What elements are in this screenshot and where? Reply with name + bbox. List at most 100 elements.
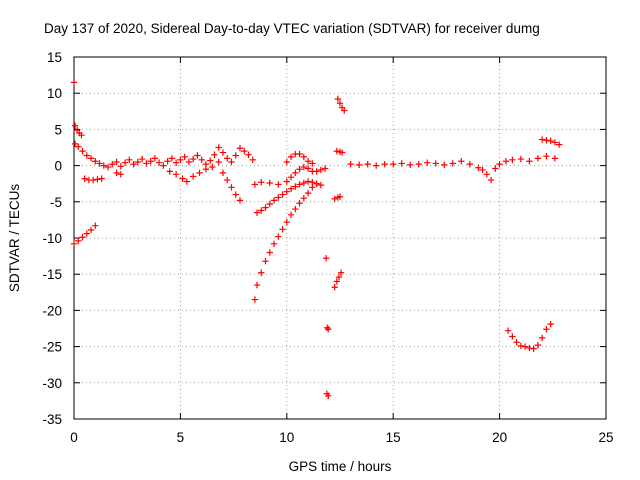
data-point <box>262 257 269 265</box>
x-tick-label: 0 <box>70 430 78 445</box>
data-point <box>253 281 261 289</box>
x-tick-label: 15 <box>386 430 401 445</box>
data-point <box>160 162 167 169</box>
data-point <box>300 163 308 171</box>
x-tick-labels: 0 5 10 15 20 25 <box>70 430 613 445</box>
data-point <box>270 197 278 204</box>
data-point <box>300 179 308 187</box>
data-point <box>337 269 345 276</box>
data-point <box>275 194 282 201</box>
data-point <box>555 141 563 148</box>
data-point <box>338 149 346 156</box>
data-point <box>331 195 338 203</box>
data-point <box>296 200 303 207</box>
data-point <box>98 175 105 182</box>
data-point <box>304 189 312 197</box>
data-point <box>309 179 316 186</box>
data-point <box>509 156 516 164</box>
data-point <box>279 226 286 233</box>
data-point <box>96 160 103 167</box>
data-point <box>364 160 371 168</box>
data-point <box>179 175 186 182</box>
series-start-low <box>70 222 99 247</box>
data-point <box>78 131 85 139</box>
y-tick-label: -15 <box>42 267 62 282</box>
data-point <box>181 153 188 161</box>
data-point <box>109 160 116 168</box>
data-point <box>138 155 146 163</box>
data-point <box>475 164 482 171</box>
data-point <box>502 158 510 165</box>
data-point <box>321 165 329 172</box>
data-point <box>249 156 256 164</box>
data-point <box>543 326 550 333</box>
data-point <box>79 234 86 241</box>
data-point <box>335 273 343 281</box>
data-point <box>466 160 474 168</box>
data-point <box>236 145 244 152</box>
data-point <box>296 181 303 188</box>
data-point <box>526 344 533 352</box>
data-point <box>71 140 79 148</box>
data-point <box>258 269 265 276</box>
data-point <box>347 160 354 168</box>
data-point <box>258 207 265 214</box>
data-point <box>534 155 542 162</box>
data-point <box>283 158 290 166</box>
data-point <box>236 197 244 204</box>
data-point <box>292 183 299 190</box>
data-point <box>258 179 265 186</box>
data-point <box>458 158 465 165</box>
data-point <box>228 158 235 166</box>
y-tick-label: 5 <box>54 122 62 137</box>
data-point <box>81 175 88 182</box>
data-point <box>283 188 290 195</box>
series-mid-band <box>347 152 559 184</box>
data-point <box>304 165 312 172</box>
series-dive-track-2 <box>253 178 325 216</box>
data-point <box>333 278 341 285</box>
y-tick-label: 10 <box>47 86 62 101</box>
data-point <box>479 166 486 174</box>
data-point <box>341 107 348 114</box>
data-point <box>547 137 554 145</box>
data-point <box>117 171 125 178</box>
data-point <box>75 237 82 245</box>
data-point <box>155 159 163 166</box>
data-point <box>279 191 286 198</box>
data-point <box>121 159 129 166</box>
data-point <box>324 324 331 331</box>
x-tick-label: 20 <box>492 430 507 445</box>
y-tick-label: -35 <box>42 412 62 427</box>
data-point <box>113 169 120 177</box>
data-point <box>296 166 303 173</box>
y-axis-label: SDTVAR / TECUs <box>7 184 22 293</box>
x-tick-label: 25 <box>598 430 613 445</box>
data-point <box>325 326 332 333</box>
data-point <box>492 165 499 172</box>
data-point <box>130 160 137 168</box>
data-point <box>206 157 214 164</box>
data-point <box>253 209 261 216</box>
data-point <box>331 284 338 291</box>
data-point <box>415 160 422 168</box>
data-point <box>134 158 142 166</box>
data-point <box>336 193 344 200</box>
data-point <box>543 152 550 160</box>
data-point <box>266 200 273 208</box>
data-point <box>355 161 363 169</box>
data-point <box>185 158 193 166</box>
data-point <box>336 100 344 107</box>
series-end-high <box>538 136 563 148</box>
data-point <box>287 173 295 181</box>
data-point <box>322 255 330 262</box>
data-point <box>334 95 342 103</box>
series-spike-12h <box>322 95 348 400</box>
data-point <box>538 334 546 342</box>
data-point <box>283 178 290 185</box>
data-point <box>333 147 341 155</box>
data-point <box>70 79 78 86</box>
y-tick-label: 15 <box>47 50 62 65</box>
data-point <box>534 341 542 349</box>
data-point <box>309 160 316 167</box>
